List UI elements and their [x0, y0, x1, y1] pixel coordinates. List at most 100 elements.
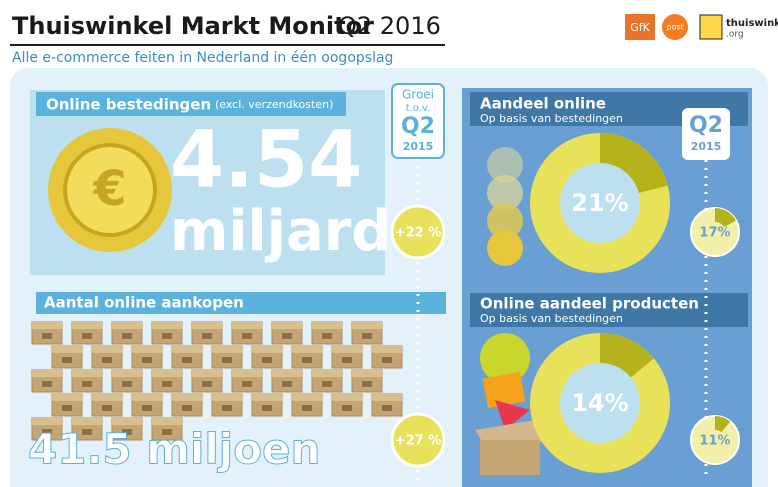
- spending-unit: miljard: [170, 199, 391, 264]
- box-label: [262, 405, 272, 411]
- box-label: [362, 333, 372, 339]
- box-label: [302, 357, 312, 363]
- box-top: [112, 322, 142, 329]
- share-title: Online aandeel producten: [480, 295, 699, 313]
- subtitle: Alle e-commerce feiten in Nederland in é…: [12, 50, 393, 66]
- coin-fade: [487, 147, 523, 183]
- deco-box: [480, 440, 540, 475]
- purchases-amount: 41.5 miljoen: [28, 425, 320, 474]
- box-label: [282, 381, 292, 387]
- box-label: [62, 405, 72, 411]
- box-label: [322, 381, 332, 387]
- box-top: [212, 394, 242, 401]
- box-label: [302, 405, 312, 411]
- spending-title: Online bestedingen: [46, 96, 211, 114]
- box-top: [132, 394, 162, 401]
- title: Thuiswinkel Markt Monitor: [12, 12, 374, 40]
- donut-label: 14%: [571, 389, 628, 417]
- box-label: [162, 429, 172, 435]
- box-label: [142, 357, 152, 363]
- spending-amount: 4.54: [170, 115, 362, 205]
- logo-gfk: [625, 14, 655, 40]
- purchases-title: Aantal online aankopen: [44, 294, 244, 312]
- logo-text: thuiswinkel: [726, 18, 778, 29]
- box-top: [52, 394, 82, 401]
- box-label: [142, 405, 152, 411]
- box-label: [162, 333, 172, 339]
- box-top: [292, 394, 322, 401]
- box-top: [192, 322, 222, 329]
- box-top: [72, 418, 102, 425]
- box-label: [102, 357, 112, 363]
- growth-circle: [390, 204, 446, 260]
- coin-symbol: €: [92, 161, 126, 217]
- donut-hole: [560, 363, 640, 443]
- donut-segment: [715, 416, 731, 433]
- coin-fade: [487, 203, 523, 239]
- box-label: [62, 357, 72, 363]
- box-top: [92, 346, 122, 353]
- donut-label: 11%: [699, 434, 730, 449]
- box-top: [252, 394, 282, 401]
- box-label: [102, 405, 112, 411]
- box-top: [72, 370, 102, 377]
- box-top: [372, 346, 402, 353]
- share-title: Aandeel online: [480, 95, 606, 113]
- box-top: [152, 322, 182, 329]
- logo-post: [662, 14, 688, 40]
- donut-label: 21%: [571, 189, 628, 217]
- donut-hole: [705, 222, 725, 242]
- box-label: [242, 333, 252, 339]
- box-label: [382, 405, 392, 411]
- box-top: [112, 418, 142, 425]
- coin-fade: [487, 175, 523, 211]
- box-label: [342, 357, 352, 363]
- donut-hole: [705, 430, 725, 450]
- deco-circle: [480, 333, 530, 383]
- spending-note: (excl. verzendkosten): [215, 98, 333, 111]
- box-label: [242, 381, 252, 387]
- period: Q2 2016: [338, 12, 441, 40]
- donut-segment: [600, 333, 654, 378]
- badge-text: Q2: [401, 114, 435, 139]
- box-top: [92, 394, 122, 401]
- box-label: [382, 357, 392, 363]
- box-label: [222, 357, 232, 363]
- box-label: [342, 405, 352, 411]
- box-label: [262, 357, 272, 363]
- box-label: [82, 381, 92, 387]
- box-top: [252, 346, 282, 353]
- box-top: [332, 346, 362, 353]
- coin-small: [487, 230, 523, 266]
- box-label: [322, 333, 332, 339]
- box-label: [42, 429, 52, 435]
- box-label: [202, 381, 212, 387]
- box-top: [152, 370, 182, 377]
- box-label: [42, 381, 52, 387]
- donut-hole: [560, 163, 640, 243]
- box-top: [72, 322, 102, 329]
- box-label: [122, 429, 132, 435]
- box-label: [82, 333, 92, 339]
- logo-text: GfK: [630, 21, 650, 34]
- box-label: [182, 357, 192, 363]
- growth-badge: [391, 83, 445, 159]
- box-top: [312, 322, 342, 329]
- donut-segment: [715, 208, 737, 228]
- box-label: [362, 381, 372, 387]
- box-top: [32, 370, 62, 377]
- box-top: [352, 370, 382, 377]
- box-top: [172, 346, 202, 353]
- box-label: [182, 405, 192, 411]
- logo-text: .org: [726, 30, 744, 40]
- badge-text: t.o.v.: [406, 103, 431, 114]
- box-label: [82, 429, 92, 435]
- purchases-bar: [36, 292, 446, 314]
- deco-square: [482, 371, 526, 409]
- box-top: [272, 370, 302, 377]
- share-bar: [470, 293, 748, 327]
- logo-cube: [699, 14, 723, 40]
- box-top: [332, 394, 362, 401]
- box-top: [212, 346, 242, 353]
- box-top: [292, 346, 322, 353]
